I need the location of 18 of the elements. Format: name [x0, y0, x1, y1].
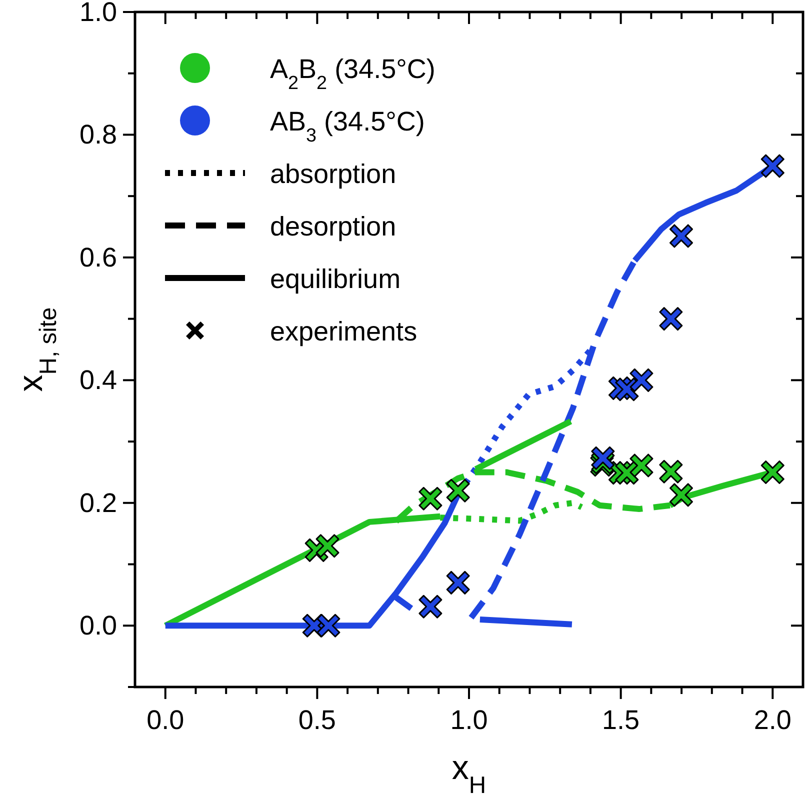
y-tick-label: 0.2: [79, 488, 117, 518]
y-tick-label: 0.8: [79, 120, 117, 150]
y-tick-label: 1.0: [79, 0, 117, 27]
y-tick-label: 0.4: [79, 365, 117, 396]
annotation: equilibrium: [270, 264, 401, 294]
x-tick-label: 1.0: [450, 705, 488, 735]
x-axis-title: x$_{H}$: [452, 749, 486, 794]
annotation: desorption: [270, 212, 396, 242]
legend-label: A$_{2}$B$_{2}$ (34.5°C): [270, 54, 436, 94]
x-tick-label: 2.0: [754, 705, 792, 735]
y-tick-label: 0.6: [79, 242, 117, 272]
legend-label: AB$_{3}$ (34.5°C): [270, 106, 425, 146]
x-tick-label: 1.5: [602, 705, 640, 735]
annotation: experiments: [270, 316, 418, 346]
x-tick-label: 0.0: [146, 705, 184, 735]
x-tick-label: 0.5: [298, 705, 336, 735]
y-tick-label: 0.0: [79, 610, 117, 641]
annotation: absorption: [270, 159, 396, 189]
